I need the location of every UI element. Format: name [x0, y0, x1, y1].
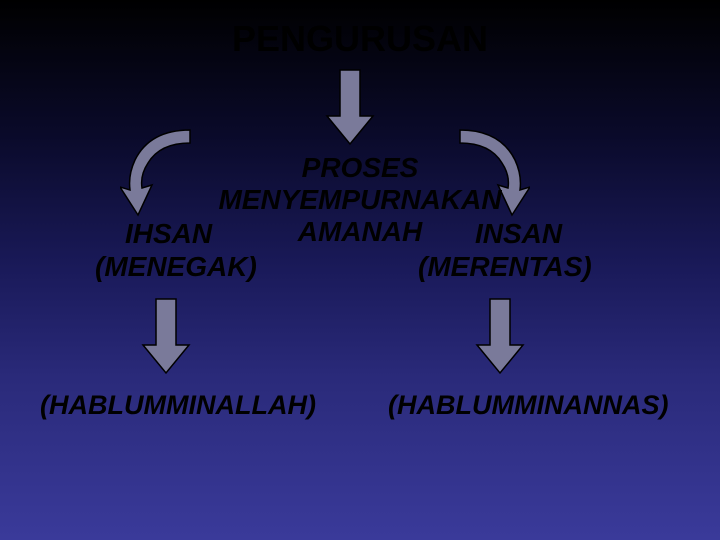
bottom-right-label: (HABLUMMINANNAS) [388, 390, 668, 421]
bottom-left-label: (HABLUMMINALLAH) [40, 390, 316, 421]
right-label-insan: INSAN [475, 218, 562, 250]
arrow-down-right [475, 297, 525, 375]
left-label-menegak: (MENEGAK) [95, 251, 257, 283]
arrow-down-left [141, 297, 191, 375]
arrow-top-down [325, 68, 375, 146]
center-line1: PROSES [195, 152, 525, 184]
center-line2: MENYEMPURNAKAN [195, 184, 525, 216]
right-label-merentas: (MERENTAS) [418, 251, 592, 283]
left-label-ihsan: IHSAN [125, 218, 212, 250]
page-title: PENGURUSAN [232, 18, 488, 60]
